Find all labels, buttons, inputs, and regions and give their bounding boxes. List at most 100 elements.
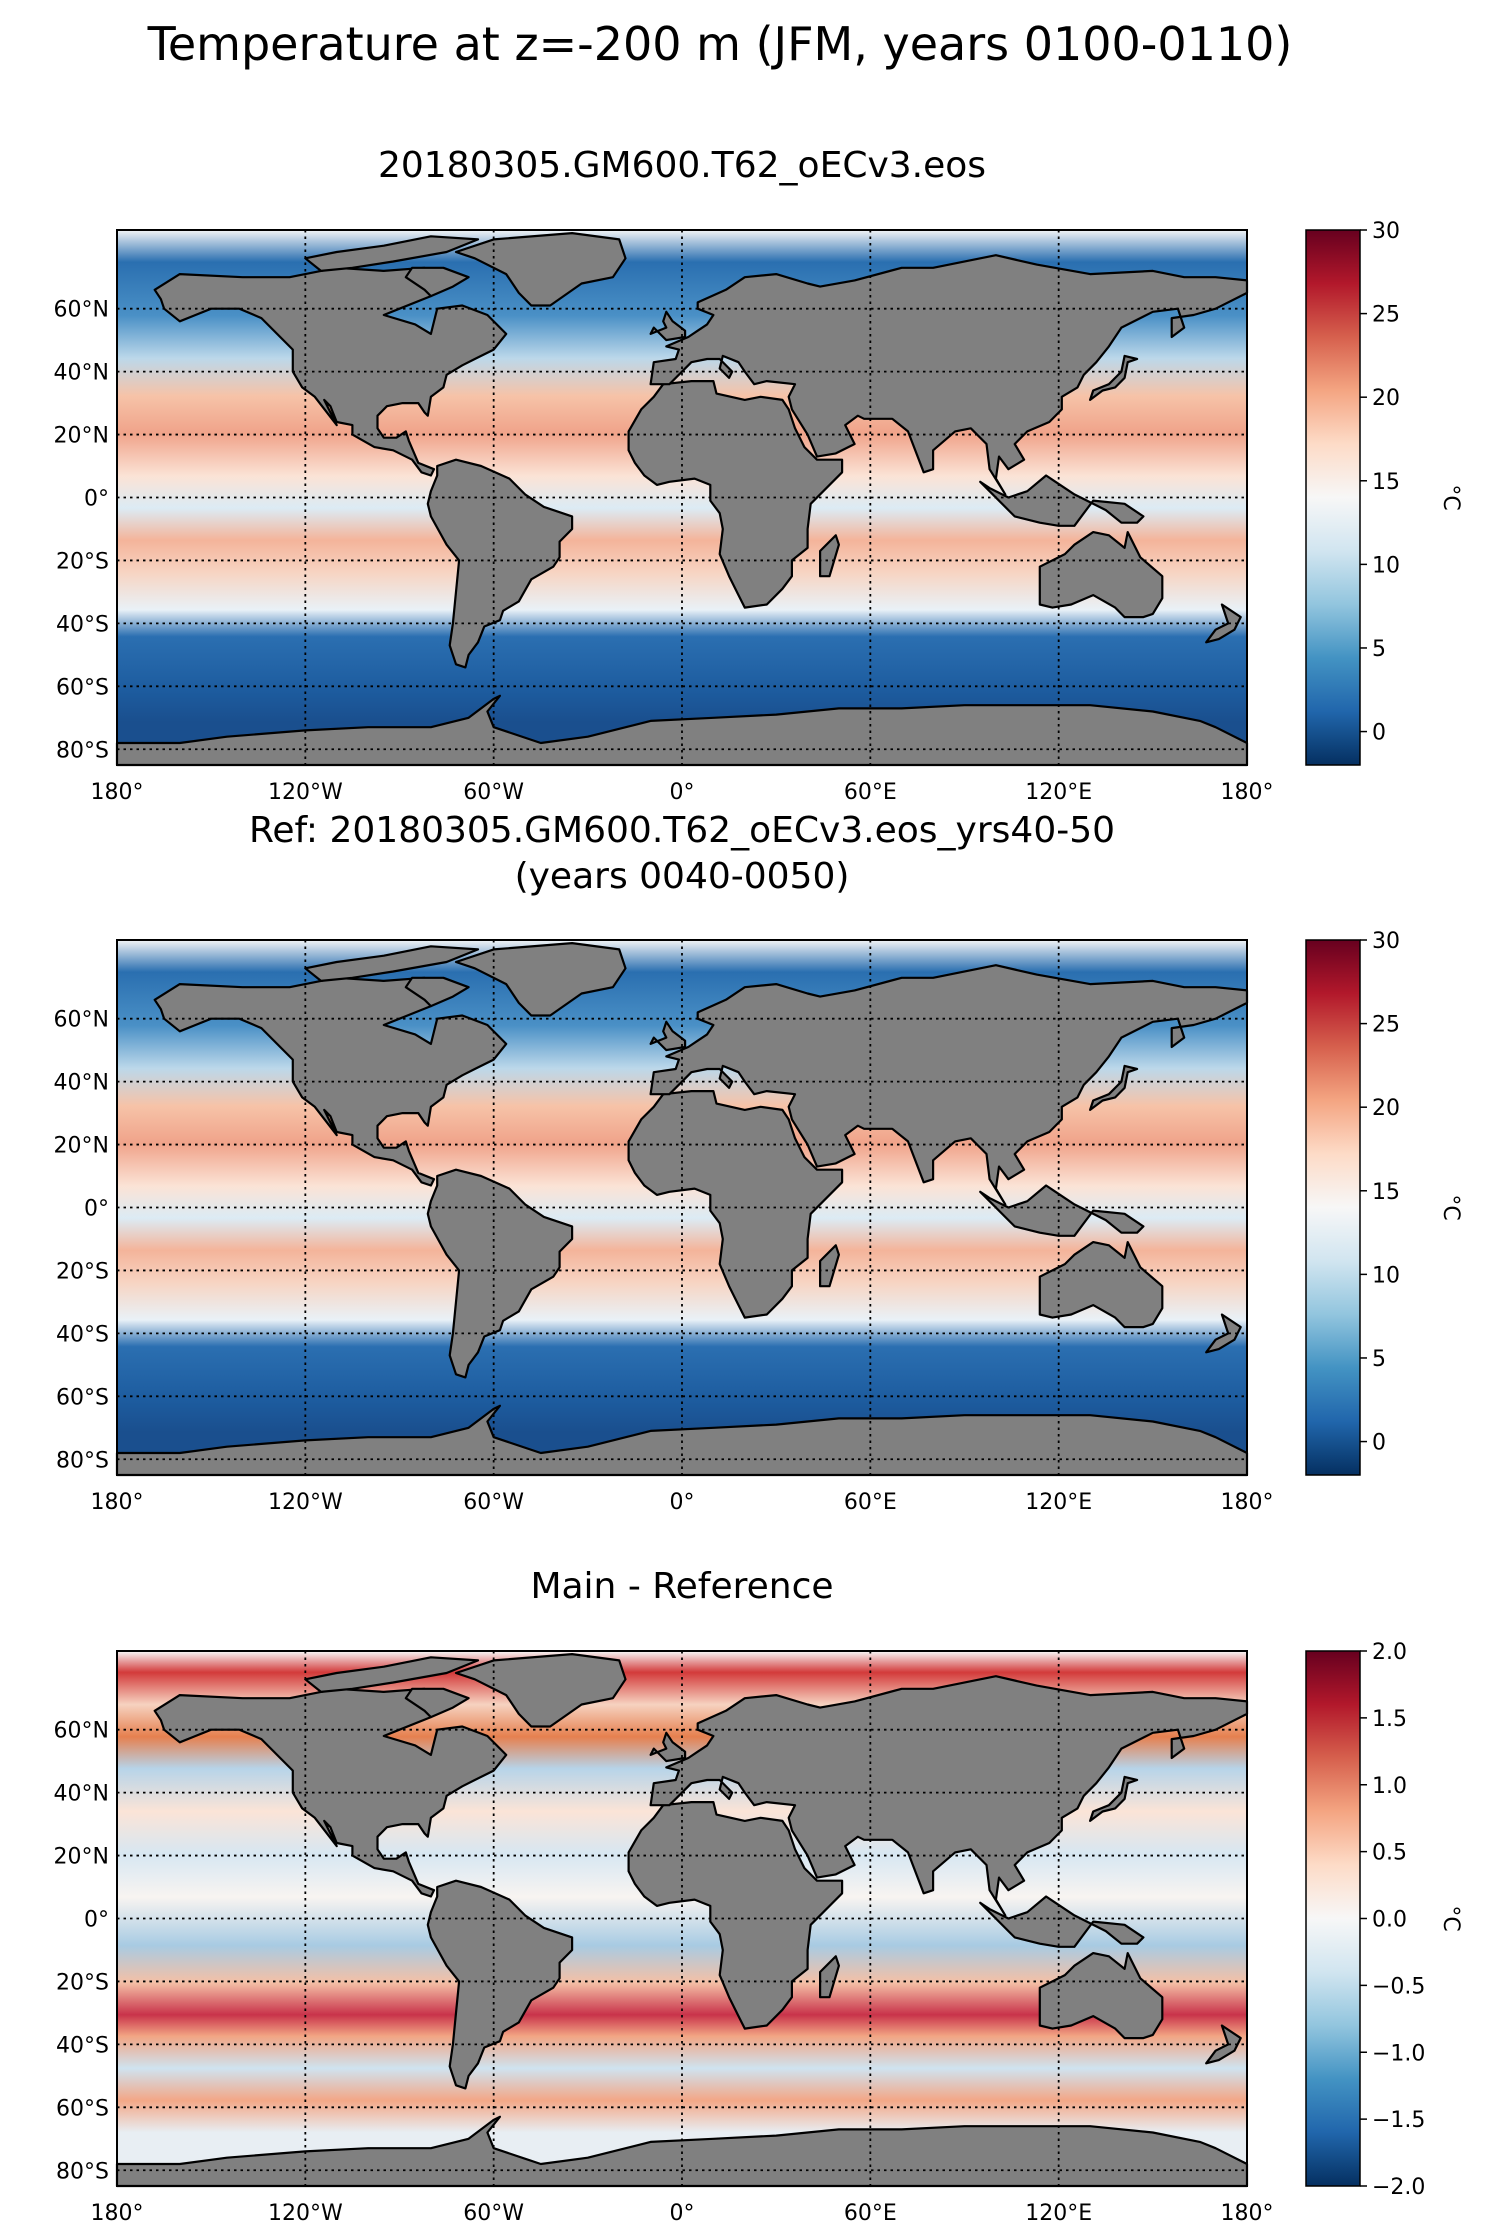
land-north-america (153, 976, 508, 1187)
lon-tick-label: 180° (91, 2201, 144, 2226)
land-new-zealand (1205, 2024, 1242, 2065)
colorbar-difference: 2.0 1.5 1.0 0.5 0.0 −0.5 −1.0 −1.5 −2.0 °C (1305, 1640, 1463, 2200)
map-plot-model: 60°N 40°N 20°N 0° 20°S 40°S 60°S 80°S 180° 120°W 6… (54, 229, 1274, 805)
land-baffin-island (404, 266, 470, 298)
lat-tick-label: 40°S (56, 1322, 109, 1347)
lon-tick-label: 120°E (1025, 2201, 1092, 2226)
land-north-america (153, 1687, 508, 1898)
colorbar-gradient (1305, 1650, 1361, 2187)
land-british-isles (649, 1731, 687, 1763)
land-greenland (454, 941, 627, 1017)
lon-tick-label: 120°W (268, 2201, 343, 2226)
land-canadian-archipelago (304, 945, 480, 983)
land-south-america (426, 458, 574, 669)
colorbar-tick-label: 10 (1372, 1263, 1400, 1288)
lon-tick-label: 180° (91, 1490, 144, 1515)
land-greenland (454, 1652, 627, 1728)
map-plot-difference: 60°N 40°N 20°N 0° 20°S 40°S 60°S 80°S 180° 120°W 6… (54, 1650, 1274, 2226)
lon-tick-label: 0° (670, 1490, 695, 1515)
land-madagascar (818, 534, 841, 578)
land-south-america (426, 1168, 574, 1379)
colorbar-gradient (1305, 229, 1361, 766)
colorbar-tick-label: 0.0 (1372, 1908, 1407, 1933)
land-new-zealand (1205, 603, 1242, 644)
lat-tick-label: 60°S (56, 1385, 109, 1410)
colorbar-tick-label: 25 (1372, 1013, 1400, 1038)
lon-tick-label: 120°E (1025, 780, 1092, 805)
colorbar-unit-label: °C (1438, 1905, 1463, 1931)
colorbar-tick-label: 0.5 (1372, 1841, 1407, 1866)
colorbar-tick-label: 0 (1372, 721, 1386, 746)
colorbar-tick-label: 10 (1372, 553, 1400, 578)
land-madagascar (818, 1955, 841, 1999)
colorbar-gradient (1305, 939, 1361, 1476)
lat-tick-label: 60°N (54, 298, 109, 323)
land-australia (1038, 1951, 1164, 2040)
lat-tick-label: 40°S (56, 2033, 109, 2058)
land-eurasia (649, 254, 1249, 496)
land-africa (627, 1800, 844, 2030)
land-eurasia (649, 1675, 1249, 1917)
lon-tick-label: 180° (1221, 2201, 1274, 2226)
panel-title-line-1: Ref: 20180305.GM600.T62_oECv3.eos_yrs40-… (249, 810, 1115, 851)
colorbar-tick-label: 30 (1372, 929, 1400, 954)
lat-tick-label: 40°N (54, 1782, 109, 1807)
colorbar-tick-label: 15 (1372, 1180, 1400, 1205)
land-north-america (153, 266, 508, 477)
lon-tick-label: 60°E (844, 780, 897, 805)
lon-tick-label: 60°W (463, 2201, 524, 2226)
land-eurasia (649, 964, 1249, 1206)
lat-tick-label: 80°S (56, 1448, 109, 1473)
figure-suptitle: Temperature at z=-200 m (JFM, years 0100… (147, 17, 1293, 71)
land-africa (627, 1089, 844, 1319)
lat-tick-label: 40°N (54, 361, 109, 386)
colorbar-tick-label: 1.0 (1372, 1774, 1407, 1799)
lat-tick-label: 80°S (56, 2159, 109, 2184)
colorbar-tick-label: 2.0 (1372, 1640, 1407, 1665)
lat-tick-label: 0° (84, 1197, 109, 1222)
lon-tick-label: 120°W (268, 1490, 343, 1515)
land-madagascar (818, 1244, 841, 1288)
lon-tick-label: 60°W (463, 1490, 524, 1515)
lat-tick-label: 60°S (56, 2096, 109, 2121)
lat-tick-label: 60°N (54, 1719, 109, 1744)
colorbar-tick-label: 1.5 (1372, 1707, 1407, 1732)
land-australia (1038, 530, 1164, 619)
lat-tick-label: 20°S (56, 1259, 109, 1284)
colorbar-tick-label: 20 (1372, 386, 1400, 411)
lat-tick-label: 40°N (54, 1071, 109, 1096)
land-canadian-archipelago (304, 235, 480, 272)
lon-tick-label: 180° (1221, 1490, 1274, 1515)
land-new-zealand (1205, 1313, 1242, 1354)
panel-difference: Main - Reference 60°N40°N20°N0°20°S40°S6… (54, 1566, 1463, 2226)
colorbar-tick-label: −2.0 (1372, 2175, 1425, 2200)
colorbar-unit-label: °C (1438, 1194, 1463, 1220)
colorbar-tick-label: 5 (1372, 637, 1386, 662)
lon-tick-label: 60°W (463, 780, 524, 805)
land-british-isles (649, 1020, 687, 1052)
lon-tick-label: 0° (670, 780, 695, 805)
lat-tick-label: 20°N (54, 424, 109, 449)
lat-tick-label: 20°N (54, 1845, 109, 1870)
colorbar-tick-label: −1.0 (1372, 2041, 1425, 2066)
lon-tick-label: 60°E (844, 1490, 897, 1515)
lat-tick-label: 0° (84, 1908, 109, 1933)
lon-tick-label: 0° (670, 2201, 695, 2226)
lon-tick-label: 180° (1221, 780, 1274, 805)
land-canadian-archipelago (304, 1656, 480, 1694)
land-indonesia (979, 474, 1145, 527)
colorbar-tick-label: 20 (1372, 1096, 1400, 1121)
lat-tick-label: 20°S (56, 549, 109, 574)
map-frame (116, 939, 1248, 1476)
panel-title: 20180305.GM600.T62_oECv3.eos (378, 145, 986, 186)
colorbar-unit-label: °C (1438, 484, 1463, 510)
map-frame (116, 1650, 1248, 2187)
lon-tick-label: 120°E (1025, 1490, 1092, 1515)
land-indonesia (979, 1895, 1145, 1948)
panel-reference: Ref: 20180305.GM600.T62_oECv3.eos_yrs40-… (54, 810, 1463, 1515)
colorbar-tick-label: 5 (1372, 1347, 1386, 1372)
land-japan (1088, 1064, 1139, 1112)
lat-tick-label: 60°N (54, 1008, 109, 1033)
colorbar-tick-label: −0.5 (1372, 1974, 1425, 1999)
